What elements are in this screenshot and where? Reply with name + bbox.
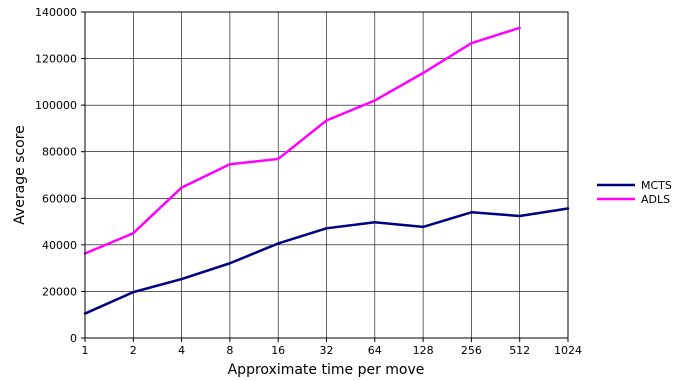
y-tick-label: 140000 [35,6,77,19]
y-axis-title: Average score [12,125,28,225]
y-tick-label: 120000 [35,53,77,66]
series-lines [83,26,570,315]
y-tick-label: 40000 [42,239,77,252]
y-tick-label: 80000 [42,146,77,159]
x-tick-label: 4 [178,344,185,357]
x-axis-title: Approximate time per move [228,362,425,377]
series-line-adls [83,26,521,255]
x-tick-label: 256 [461,344,482,357]
x-tick-label: 16 [271,344,285,357]
x-tick-label: 1024 [554,344,582,357]
y-tick-label: 0 [70,332,77,345]
legend-label-adls: ADLS [641,193,670,206]
grid [84,11,569,339]
x-tick-label: 64 [368,344,382,357]
x-tick-label: 512 [509,344,530,357]
x-tick-label: 128 [413,344,434,357]
series-line-mcts [83,207,570,315]
y-axis-ticks: 0 20000 40000 60000 80000 100000 120000 140000 [35,6,85,345]
y-tick-label: 20000 [42,285,77,298]
x-tick-label: 8 [226,344,233,357]
y-tick-label: 60000 [42,192,77,205]
y-tick-label: 100000 [35,99,77,112]
x-tick-label: 1 [82,344,89,357]
x-tick-label: 2 [130,344,137,357]
x-tick-label: 32 [320,344,334,357]
x-axis-ticks: 1 2 4 8 16 32 64 128 256 512 1024 [82,338,582,357]
legend-label-mcts: MCTS [641,179,672,192]
